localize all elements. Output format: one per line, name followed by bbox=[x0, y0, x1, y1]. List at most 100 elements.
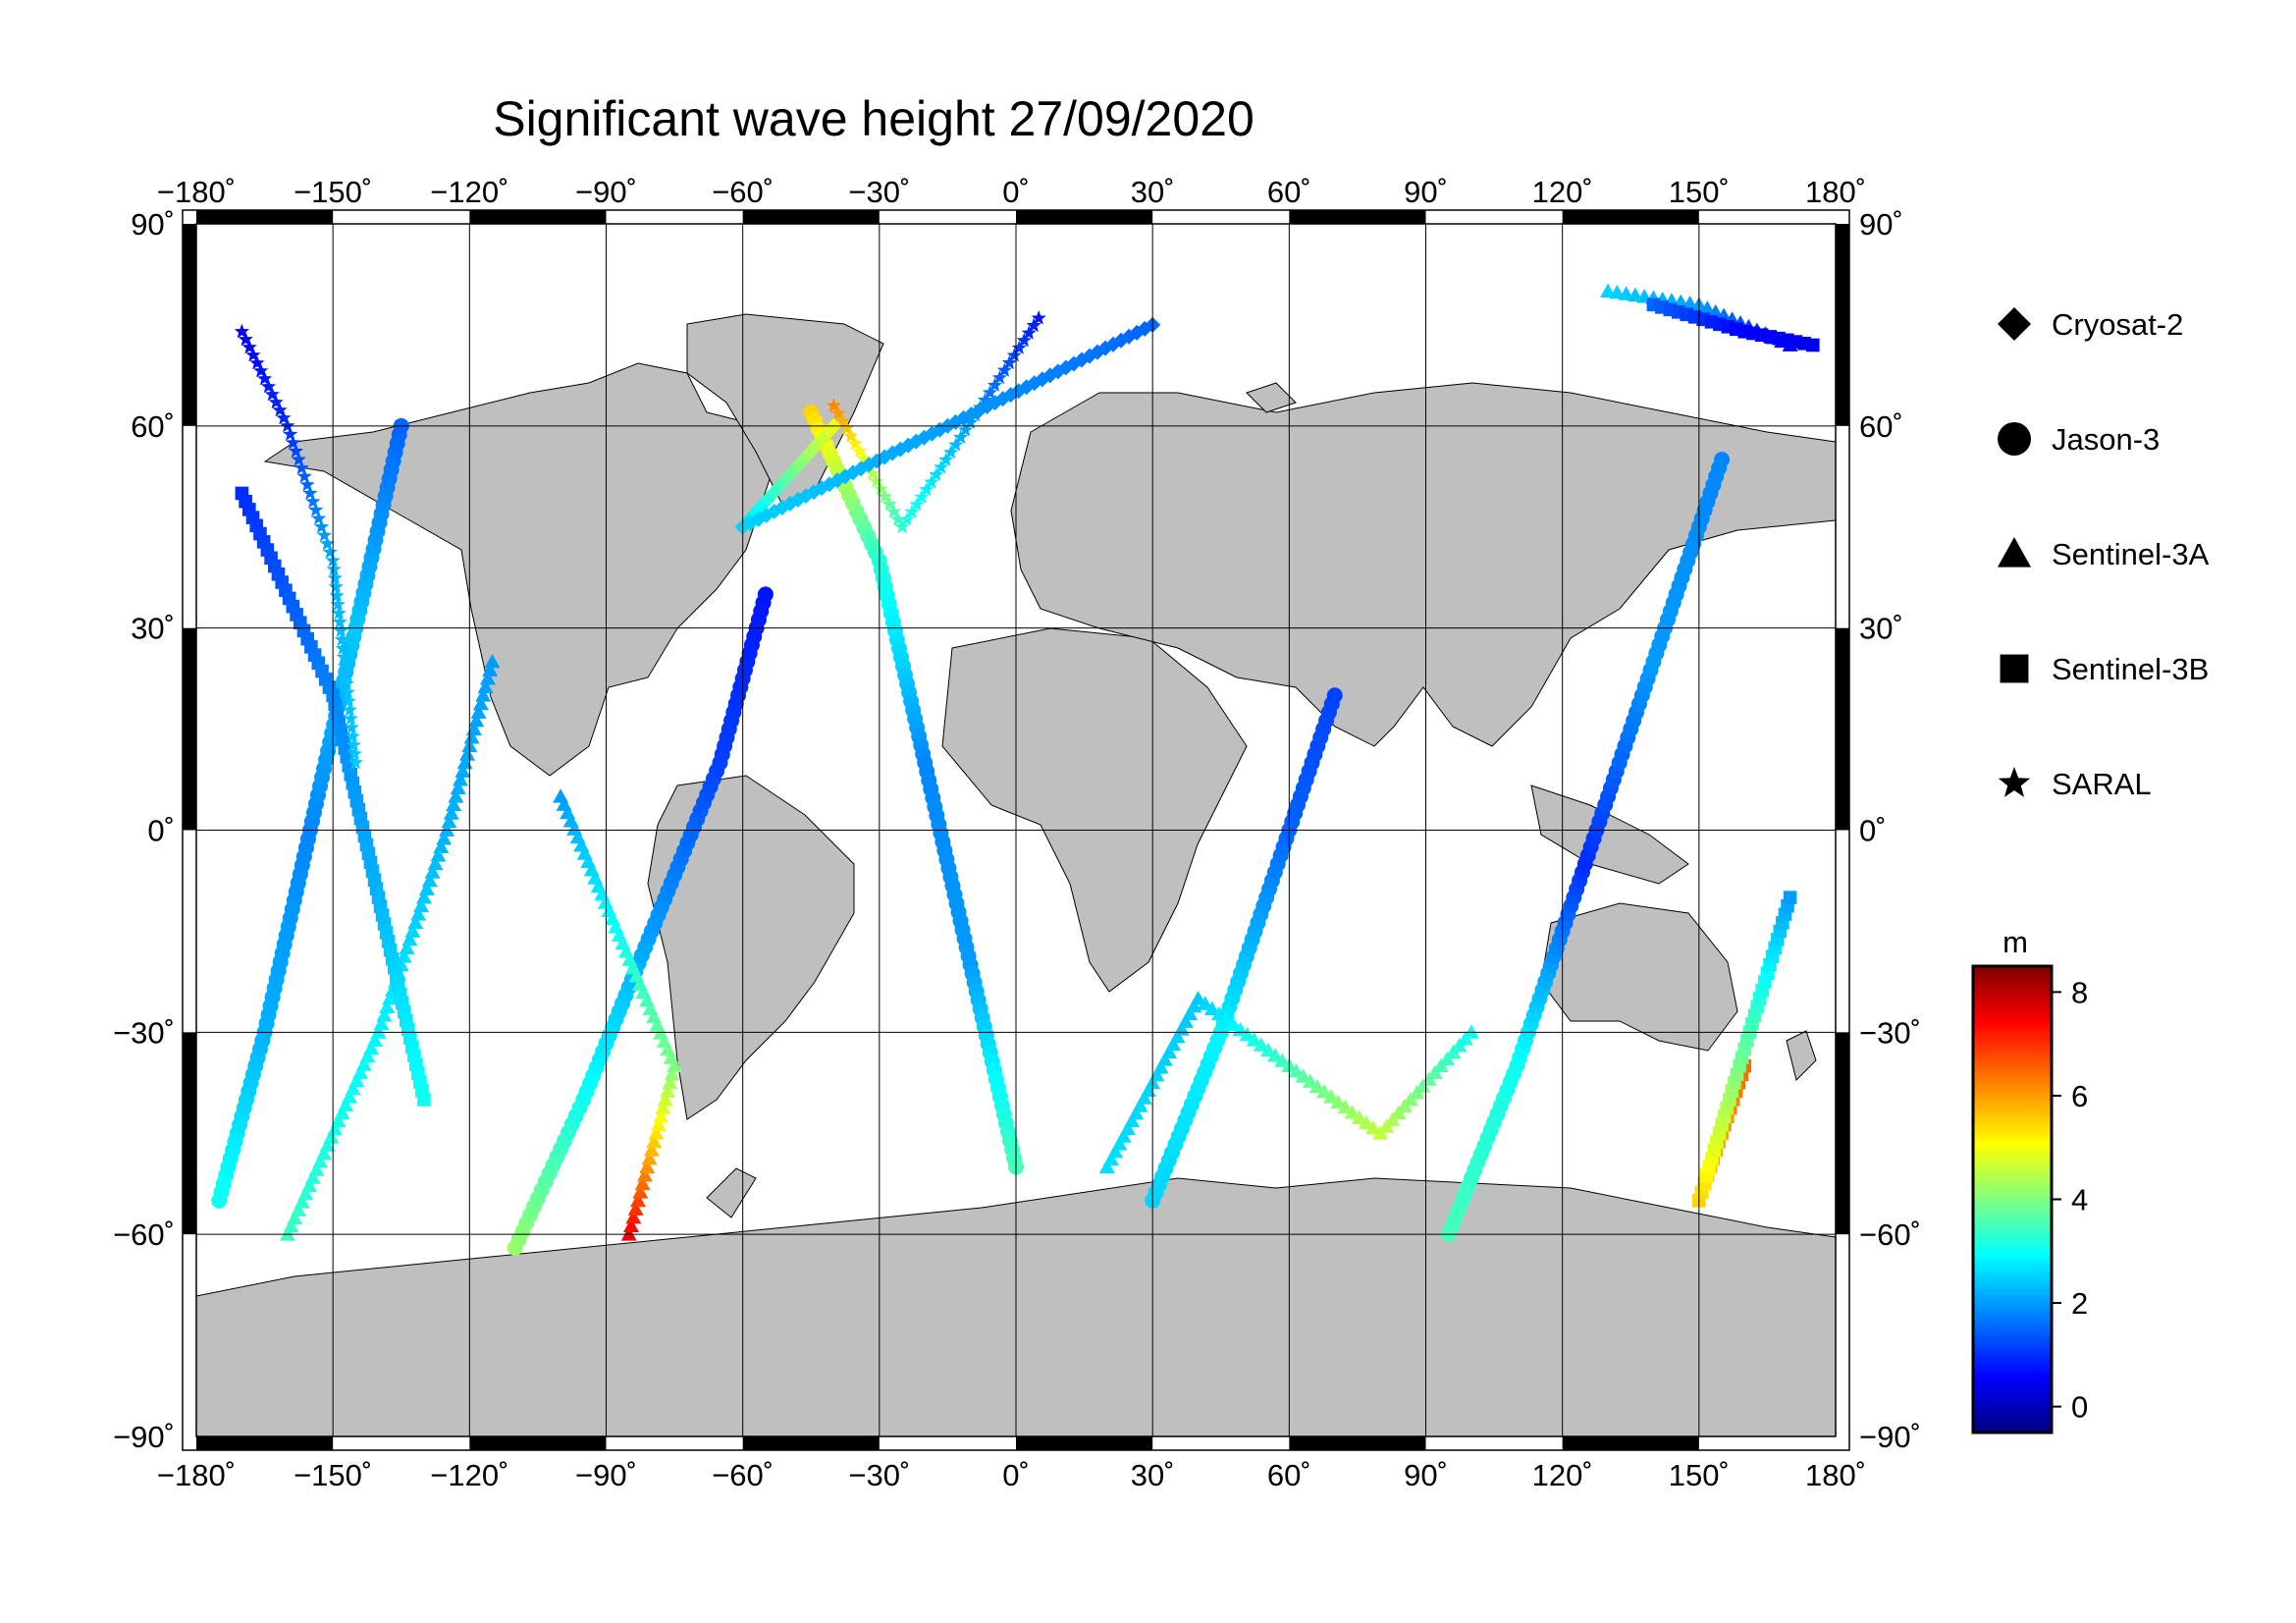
new-zealand-landmass bbox=[1786, 1030, 1817, 1081]
track-point bbox=[608, 919, 624, 934]
track-point bbox=[340, 684, 355, 699]
lat-tick-left: 30˚ bbox=[131, 612, 175, 646]
track-point bbox=[329, 587, 345, 603]
lon-tick-top: 0˚ bbox=[1002, 175, 1030, 209]
lon-tick-bottom: 120˚ bbox=[1532, 1458, 1593, 1492]
track-point bbox=[553, 788, 569, 803]
track-point bbox=[436, 831, 453, 845]
track-point bbox=[1627, 287, 1643, 302]
track-point bbox=[290, 1202, 306, 1217]
track-point bbox=[864, 465, 881, 481]
lon-tick-bottom: 150˚ bbox=[1669, 1458, 1730, 1492]
track-point bbox=[1673, 294, 1689, 308]
track-point bbox=[627, 1201, 644, 1216]
track-point bbox=[453, 772, 469, 786]
track-point bbox=[624, 959, 641, 975]
track-point bbox=[415, 890, 432, 904]
track-point bbox=[1132, 1098, 1148, 1112]
track-point bbox=[826, 398, 842, 412]
track-point bbox=[343, 711, 358, 726]
track-point bbox=[623, 1217, 640, 1232]
track-point bbox=[1107, 1143, 1124, 1159]
track-point bbox=[1152, 1059, 1169, 1074]
track-point bbox=[667, 1057, 683, 1073]
track-point bbox=[264, 386, 280, 402]
lon-tick-top: −120˚ bbox=[430, 175, 508, 209]
track-point bbox=[580, 853, 597, 869]
lat-tick-right: 60˚ bbox=[1859, 409, 1903, 444]
frame-band-left bbox=[183, 224, 196, 426]
track-point bbox=[991, 369, 1008, 385]
track-point bbox=[234, 323, 249, 339]
track-point bbox=[245, 347, 261, 362]
track-point bbox=[873, 481, 888, 496]
track-point bbox=[996, 362, 1013, 377]
track-point bbox=[363, 1040, 380, 1055]
track-point bbox=[341, 1089, 357, 1104]
lat-tick-right: 30˚ bbox=[1859, 612, 1903, 646]
lon-tick-bottom: 0˚ bbox=[1002, 1458, 1030, 1492]
track-point bbox=[1323, 1089, 1340, 1104]
lat-tick-left: −90˚ bbox=[113, 1420, 175, 1454]
lon-tick-bottom: 180˚ bbox=[1805, 1458, 1866, 1492]
track-point bbox=[348, 1072, 365, 1088]
track-point bbox=[334, 631, 349, 647]
track-point bbox=[484, 653, 501, 669]
track-point bbox=[1190, 991, 1206, 1005]
track-point bbox=[1806, 338, 1820, 352]
track-point bbox=[953, 429, 969, 445]
track-point bbox=[909, 496, 925, 512]
track-point bbox=[441, 813, 457, 829]
track-point bbox=[337, 658, 352, 673]
track-point bbox=[1119, 1120, 1136, 1135]
track-point bbox=[653, 1109, 669, 1123]
frame-band-bottom bbox=[1562, 1436, 1699, 1450]
legend-label: Sentinel-3B bbox=[2052, 652, 2209, 686]
track-point bbox=[757, 586, 774, 603]
track-point bbox=[331, 605, 347, 621]
track-point bbox=[366, 1032, 383, 1047]
track-point bbox=[450, 780, 466, 795]
track-point bbox=[663, 1050, 679, 1064]
lat-tick-right: −90˚ bbox=[1859, 1420, 1921, 1454]
track-point bbox=[1783, 891, 1797, 904]
track-point bbox=[285, 434, 301, 450]
frame-band-left bbox=[183, 1032, 196, 1235]
track-point bbox=[1006, 348, 1022, 362]
track-point bbox=[424, 864, 441, 879]
track-point bbox=[1021, 325, 1037, 340]
track-point bbox=[1364, 1119, 1381, 1135]
frame-band-left bbox=[183, 627, 196, 831]
lat-tick-left: −30˚ bbox=[113, 1015, 175, 1050]
track-point bbox=[1308, 1078, 1325, 1094]
track-point bbox=[590, 878, 607, 893]
lat-tick-right: −60˚ bbox=[1859, 1217, 1921, 1252]
track-point bbox=[417, 1093, 431, 1107]
track-point bbox=[323, 1129, 340, 1144]
track-point bbox=[963, 414, 979, 429]
lon-tick-bottom: −150˚ bbox=[294, 1458, 372, 1492]
track-point bbox=[657, 1091, 673, 1107]
lon-tick-bottom: 30˚ bbox=[1131, 1458, 1175, 1492]
track-point bbox=[326, 562, 342, 576]
frame-band-right bbox=[1836, 627, 1849, 831]
track-point bbox=[948, 437, 964, 452]
track-point bbox=[479, 671, 496, 685]
track-point bbox=[301, 1177, 318, 1193]
track-point bbox=[421, 872, 438, 888]
track-point bbox=[1682, 295, 1698, 310]
track-point bbox=[1111, 1136, 1128, 1151]
track-point bbox=[631, 976, 648, 991]
track-point bbox=[885, 504, 901, 518]
track-point bbox=[336, 649, 351, 664]
track-point bbox=[1239, 1026, 1255, 1042]
track-point bbox=[287, 1210, 303, 1225]
track-point bbox=[319, 535, 335, 551]
track-point bbox=[774, 499, 790, 515]
track-point bbox=[1225, 1016, 1242, 1031]
track-point bbox=[260, 378, 277, 394]
track-point bbox=[315, 1145, 332, 1161]
track-point bbox=[279, 1226, 295, 1241]
track-point bbox=[611, 927, 627, 942]
track-point bbox=[319, 1137, 336, 1152]
